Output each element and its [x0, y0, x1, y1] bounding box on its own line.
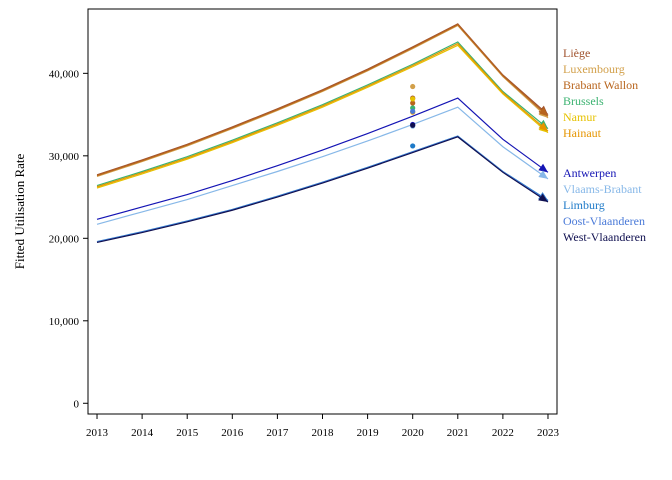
x-tick-label: 2014: [131, 427, 154, 439]
legend-entry: Brabant Wallon: [563, 78, 638, 92]
series-line: [96, 44, 549, 189]
x-tick-label: 2013: [86, 427, 109, 439]
data-point-2020: [410, 143, 416, 149]
legend-entry: West-Vlaanderen: [563, 230, 646, 244]
series-line: [96, 41, 549, 187]
y-axis: 0 10,000 20,000 30,000 40,000: [49, 68, 88, 410]
y-axis-title: Fitted Utilisation Rate: [12, 153, 27, 269]
legend-entry: Namur: [563, 110, 596, 124]
x-tick-label: 2017: [266, 427, 289, 439]
series-line: [96, 97, 549, 220]
legend-entry: Antwerpen: [563, 166, 616, 180]
series-line: [96, 23, 549, 177]
x-tick-label: 2022: [492, 427, 514, 439]
data-point-2020: [410, 100, 416, 106]
series-arrowhead: [538, 163, 548, 173]
y-tick-label: 30,000: [49, 151, 80, 163]
y-tick-label: 40,000: [49, 68, 80, 80]
legend-entry: Vlaams-Brabant: [563, 182, 642, 196]
data-point-2020: [410, 96, 416, 102]
series-arrowhead: [538, 170, 548, 179]
y-tick-label: 10,000: [49, 316, 80, 328]
series-arrowhead: [538, 107, 548, 117]
data-point-2020: [410, 83, 416, 90]
legend-entry: Liège: [563, 46, 590, 60]
data-point-2020: [410, 108, 416, 114]
series-lines: [96, 23, 549, 244]
legend-entry: Oost-Vlaanderen: [563, 214, 645, 228]
legend-entry: Hainaut: [563, 126, 602, 140]
x-tick-label: 2016: [221, 427, 244, 439]
legend-entry: Limburg: [563, 198, 605, 212]
y-tick-label: 20,000: [49, 233, 80, 245]
x-tick-label: 2021: [447, 427, 469, 439]
series-line: [96, 42, 549, 188]
legend: Liège Luxembourg Brabant Wallon Brussels Nam…: [563, 46, 646, 244]
series-arrowhead: [538, 122, 548, 132]
x-axis: 2013 2014 2015 2016 2017 2018 2019 2020 2021 2022…: [86, 414, 559, 439]
series-points: [410, 83, 416, 149]
legend-entry: Luxembourg: [563, 62, 625, 76]
series-line: [96, 136, 549, 244]
x-tick-label: 2015: [176, 427, 199, 439]
series-arrowhead: [538, 193, 548, 203]
series-line: [96, 106, 549, 225]
x-tick-label: 2020: [402, 427, 425, 439]
y-tick-label: 0: [74, 398, 80, 410]
x-tick-label: 2023: [537, 427, 560, 439]
legend-entry: Brussels: [563, 94, 604, 108]
x-tick-label: 2019: [357, 427, 380, 439]
x-tick-label: 2018: [312, 427, 335, 439]
data-point-2020: [410, 122, 416, 128]
